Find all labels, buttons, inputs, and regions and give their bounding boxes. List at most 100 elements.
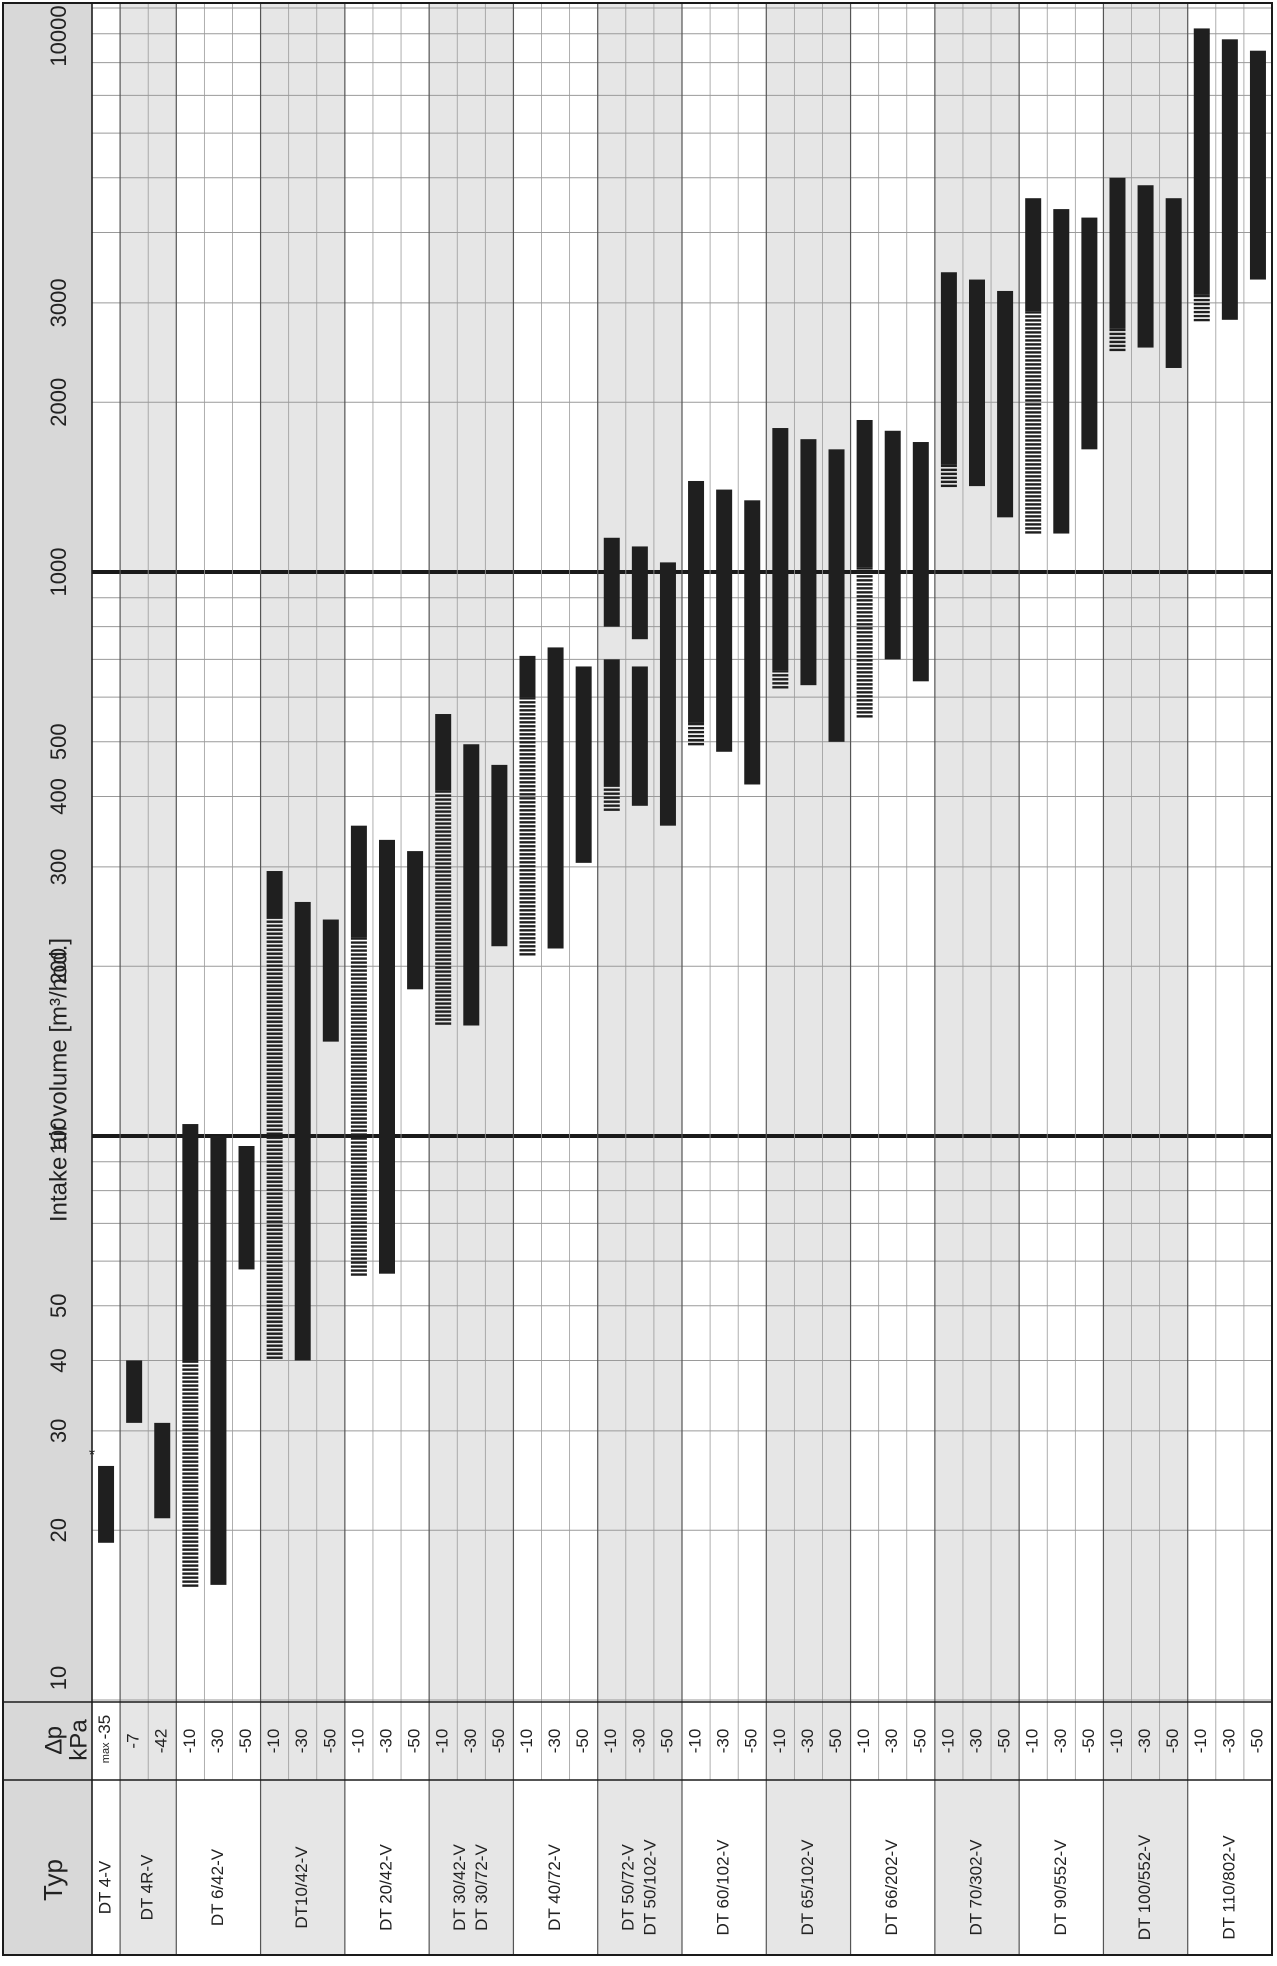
hatch-stripe (519, 953, 536, 956)
hatch-stripe (266, 1296, 283, 1299)
dp-label: -30 (798, 1729, 817, 1754)
hatch-stripe (519, 761, 536, 764)
type-label: DT 90/552-V (1051, 1839, 1070, 1936)
hatch-stripe (350, 1125, 367, 1128)
hatch-stripe (266, 988, 283, 991)
hatch-stripe (1025, 527, 1042, 530)
hatch-stripe (1025, 411, 1042, 414)
dp-label: -50 (657, 1729, 676, 1754)
hatch-stripe (182, 1424, 199, 1427)
hatch-stripe (1025, 371, 1042, 374)
dp-label: -10 (854, 1729, 873, 1754)
hatch-stripe (182, 1572, 199, 1575)
hatch-stripe (350, 1061, 367, 1064)
hatch-stripe (940, 480, 957, 484)
hatch-stripe (266, 1208, 283, 1211)
hatch-stripe (266, 1248, 283, 1251)
hatch-stripe (856, 651, 873, 654)
type-label: DT 6/42-V (208, 1848, 227, 1926)
hatch-stripe (350, 1081, 367, 1084)
hatch-stripe (435, 906, 452, 909)
hatch-stripe (435, 878, 452, 881)
hatch-stripe (266, 940, 283, 943)
hatch-stripe (519, 769, 536, 772)
hatch-stripe (350, 1005, 367, 1008)
hatch-stripe (182, 1496, 199, 1499)
hatch-stripe (519, 785, 536, 788)
hatch-stripe (688, 734, 705, 738)
hatch-stripe (266, 1216, 283, 1219)
hatch-stripe (435, 998, 452, 1001)
hatch-stripe (772, 670, 789, 673)
hatch-stripe (182, 1576, 199, 1579)
hatch-stripe (266, 976, 283, 979)
hatch-stripe (266, 964, 283, 967)
hatch-stripe (266, 1328, 283, 1331)
hatch-stripe (1025, 319, 1042, 322)
tick-label: 300 (46, 849, 71, 886)
hatch-stripe (1025, 479, 1042, 482)
hatch-stripe (519, 909, 536, 912)
hatch-stripe (266, 1320, 283, 1323)
dp-label: -10 (686, 1729, 705, 1754)
hatch-stripe (519, 789, 536, 792)
hatch-stripe (182, 1456, 199, 1459)
range-bar (659, 562, 676, 826)
hatch-stripe (519, 837, 536, 840)
dp-label: -50 (1247, 1729, 1266, 1754)
hatch-stripe (435, 1018, 452, 1021)
hatch-stripe (1025, 499, 1042, 502)
hatch-stripe (266, 1280, 283, 1283)
hatch-stripe (1025, 355, 1042, 358)
hatch-stripe (266, 1336, 283, 1339)
hatch-stripe (435, 966, 452, 969)
hatch-stripe (266, 1056, 283, 1059)
hatch-stripe (266, 932, 283, 935)
hatch-stripe (435, 954, 452, 957)
hatch-stripe (350, 985, 367, 988)
hatch-stripe (519, 813, 536, 816)
hatch-stripe (435, 810, 452, 813)
hatch-stripe (1193, 302, 1210, 306)
hatch-stripe (350, 1261, 367, 1264)
dp-label: -30 (292, 1729, 311, 1754)
hatch-stripe (350, 1225, 367, 1228)
hatch-stripe (350, 1273, 367, 1276)
hatch-stripe (603, 788, 620, 791)
hatch-stripe (182, 1380, 199, 1383)
hatch-stripe (1025, 395, 1042, 398)
hatch-stripe (435, 794, 452, 797)
range-bar (603, 659, 620, 785)
dp-label: -7 (124, 1733, 143, 1748)
hatch-stripe (266, 1020, 283, 1023)
hatch-stripe (350, 1201, 367, 1204)
hatch-stripe (519, 845, 536, 848)
hatch-stripe (266, 1224, 283, 1227)
hatch-stripe (519, 881, 536, 884)
range-bar-hatched (1193, 294, 1210, 322)
hatch-stripe (182, 1388, 199, 1391)
hatch-stripe (266, 1060, 283, 1063)
hatch-stripe (435, 814, 452, 817)
hatch-stripe (1025, 459, 1042, 462)
hatch-stripe (182, 1508, 199, 1511)
hatch-stripe (266, 956, 283, 959)
dp-label: -30 (1219, 1729, 1238, 1754)
range-bar (98, 1465, 115, 1543)
type-label: DT 30/72-V (472, 1844, 491, 1931)
hatch-stripe (435, 950, 452, 953)
hatch-stripe (1025, 471, 1042, 474)
hatch-stripe (1025, 375, 1042, 378)
range-bar (1221, 39, 1238, 320)
hatch-stripe (603, 796, 620, 799)
dp-label: -50 (910, 1729, 929, 1754)
hatch-stripe (266, 1156, 283, 1159)
hatch-stripe (519, 793, 536, 796)
hatch-stripe (772, 678, 789, 681)
hatch-stripe (350, 993, 367, 996)
hatch-stripe (266, 1204, 283, 1207)
hatch-stripe (435, 882, 452, 885)
hatch-stripe (519, 773, 536, 776)
range-bar (407, 851, 424, 990)
hatch-stripe (266, 1088, 283, 1091)
